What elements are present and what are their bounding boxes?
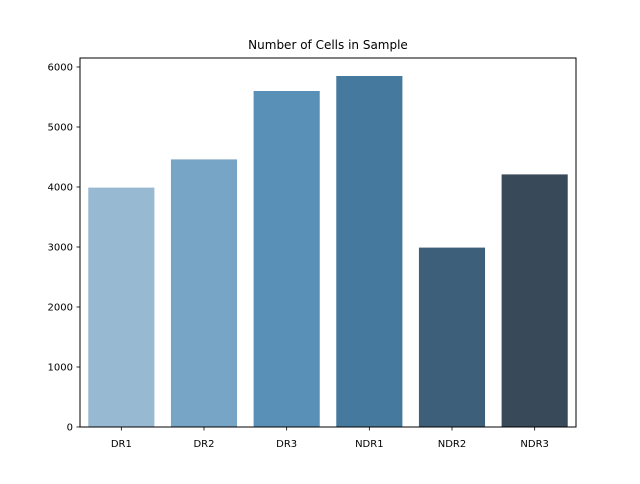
y-tick-label: 1000 <box>48 363 73 374</box>
x-tick-label: DR3 <box>276 439 297 450</box>
x-tick-label: DR2 <box>193 439 214 450</box>
y-tick-label: 5000 <box>48 123 73 134</box>
x-tick-label: NDR3 <box>520 439 549 450</box>
x-axis: DR1 DR2 DR3 NDR1 NDR2 NDR3 <box>111 427 549 450</box>
bar-ndr3 <box>501 174 568 427</box>
x-tick-label: NDR1 <box>355 439 384 450</box>
x-tick-label: DR1 <box>111 439 132 450</box>
bar-dr1 <box>88 187 155 427</box>
y-tick-label: 3000 <box>48 243 73 254</box>
bar-dr2 <box>170 159 238 427</box>
y-tick-label: 2000 <box>48 303 73 314</box>
bar-ndr1 <box>336 76 403 427</box>
plot-frame <box>79 57 577 428</box>
bar-dr3 <box>253 91 320 427</box>
bar-ndr2 <box>418 247 486 427</box>
bars <box>88 76 568 427</box>
y-axis: 0 1000 2000 3000 4000 5000 6000 <box>48 63 80 434</box>
chart-title: Number of Cells in Sample <box>248 38 408 52</box>
y-tick-label: 6000 <box>48 63 73 74</box>
y-tick-label: 4000 <box>48 183 73 194</box>
y-tick-label: 0 <box>67 423 73 434</box>
x-tick-label: NDR2 <box>438 439 467 450</box>
